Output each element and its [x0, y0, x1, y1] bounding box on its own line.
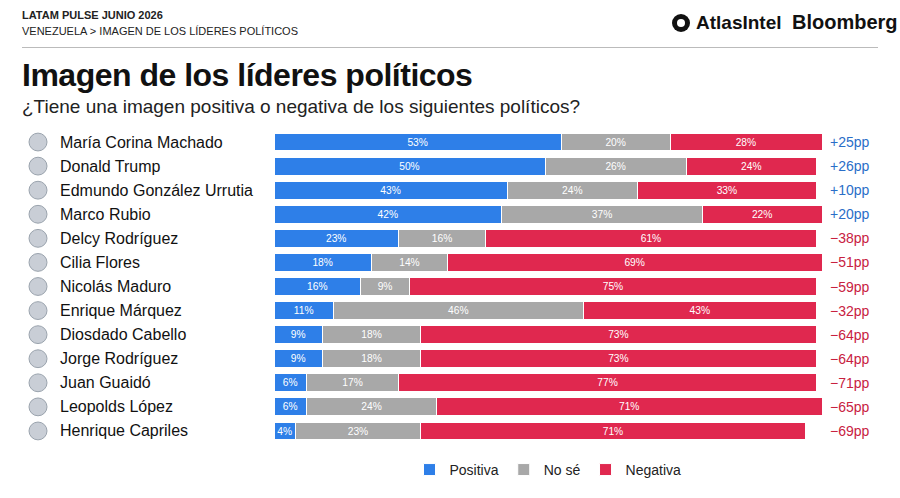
svg-text:75%: 75% [603, 281, 623, 292]
svg-text:22%: 22% [752, 209, 772, 220]
svg-text:28%: 28% [736, 137, 756, 148]
svg-text:+26pp: +26pp [830, 158, 870, 174]
svg-text:77%: 77% [597, 377, 617, 388]
svg-text:69%: 69% [624, 257, 644, 268]
svg-text:23%: 23% [326, 233, 346, 244]
svg-text:17%: 17% [342, 377, 362, 388]
svg-text:−69pp: −69pp [830, 423, 870, 439]
svg-text:11%: 11% [294, 305, 314, 316]
svg-text:24%: 24% [361, 401, 381, 412]
svg-text:No sé: No sé [544, 462, 581, 478]
svg-text:42%: 42% [378, 209, 398, 220]
svg-text:71%: 71% [619, 401, 639, 412]
html-text:VENEZUELA > IMAGEN DE LOS LÍDE: VENEZUELA > IMAGEN DE LOS LÍDERES POLÍTI… [22, 25, 298, 37]
svg-text:Negativa: Negativa [626, 462, 681, 478]
svg-text:Henrique Capriles: Henrique Capriles [60, 422, 188, 439]
svg-text:−32pp: −32pp [830, 303, 870, 319]
svg-text:61%: 61% [641, 233, 661, 244]
svg-text:−64pp: −64pp [830, 351, 870, 367]
svg-text:4%: 4% [277, 426, 292, 437]
svg-text:+25pp: +25pp [830, 134, 870, 150]
svg-text:9%: 9% [378, 281, 393, 292]
html-text:AtlasIntel: AtlasIntel [696, 12, 782, 33]
svg-text:−65pp: −65pp [830, 399, 870, 415]
svg-text:16%: 16% [432, 233, 452, 244]
svg-text:18%: 18% [361, 353, 381, 364]
svg-text:43%: 43% [690, 305, 710, 316]
svg-text:73%: 73% [608, 329, 628, 340]
svg-text:33%: 33% [717, 185, 737, 196]
svg-text:Jorge Rodríguez: Jorge Rodríguez [60, 350, 178, 367]
svg-text:6%: 6% [283, 377, 298, 388]
svg-text:−51pp: −51pp [830, 254, 870, 270]
html-text:LATAM PULSE JUNIO 2026: LATAM PULSE JUNIO 2026 [22, 9, 163, 21]
svg-text:Diosdado Cabello: Diosdado Cabello [60, 326, 186, 343]
svg-text:Delcy Rodríguez: Delcy Rodríguez [60, 230, 178, 247]
svg-text:Nicolás Maduro: Nicolás Maduro [60, 278, 171, 295]
svg-text:−71pp: −71pp [830, 375, 870, 391]
svg-text:73%: 73% [608, 353, 628, 364]
svg-text:24%: 24% [741, 161, 761, 172]
svg-text:71%: 71% [603, 426, 623, 437]
svg-text:9%: 9% [291, 329, 306, 340]
svg-text:18%: 18% [312, 257, 332, 268]
svg-text:+10pp: +10pp [830, 182, 870, 198]
svg-text:Donald Trump: Donald Trump [60, 158, 161, 175]
svg-text:53%: 53% [407, 137, 427, 148]
svg-text:Cilia Flores: Cilia Flores [60, 254, 140, 271]
svg-text:20%: 20% [605, 137, 625, 148]
svg-text:María Corina Machado: María Corina Machado [60, 134, 223, 151]
html-text:Bloomberg: Bloomberg [792, 11, 898, 33]
svg-text:18%: 18% [361, 329, 381, 340]
svg-text:Enrique Márquez: Enrique Márquez [60, 302, 182, 319]
svg-text:9%: 9% [291, 353, 306, 364]
svg-text:−59pp: −59pp [830, 279, 870, 295]
svg-text:37%: 37% [592, 209, 612, 220]
svg-text:50%: 50% [399, 161, 419, 172]
svg-text:43%: 43% [380, 185, 400, 196]
svg-text:Positiva: Positiva [450, 462, 499, 478]
svg-text:23%: 23% [348, 426, 368, 437]
svg-text:Leopolds López: Leopolds López [60, 398, 173, 415]
svg-text:6%: 6% [283, 401, 298, 412]
svg-text:16%: 16% [307, 281, 327, 292]
svg-text:46%: 46% [448, 305, 468, 316]
svg-text:Juan Guaidó: Juan Guaidó [60, 374, 151, 391]
svg-text:24%: 24% [562, 185, 582, 196]
svg-text:−64pp: −64pp [830, 327, 870, 343]
html-text:¿Tiene una imagen positiva o n: ¿Tiene una imagen positiva o negativa de… [22, 96, 580, 117]
svg-text:Edmundo González Urrutia: Edmundo González Urrutia [60, 182, 253, 199]
svg-text:14%: 14% [399, 257, 419, 268]
svg-text:Marco Rubio: Marco Rubio [60, 206, 151, 223]
svg-text:26%: 26% [605, 161, 625, 172]
svg-text:−38pp: −38pp [830, 230, 870, 246]
svg-text:+20pp: +20pp [830, 206, 870, 222]
html-text:Imagen de los líderes político: Imagen de los líderes políticos [22, 57, 473, 93]
